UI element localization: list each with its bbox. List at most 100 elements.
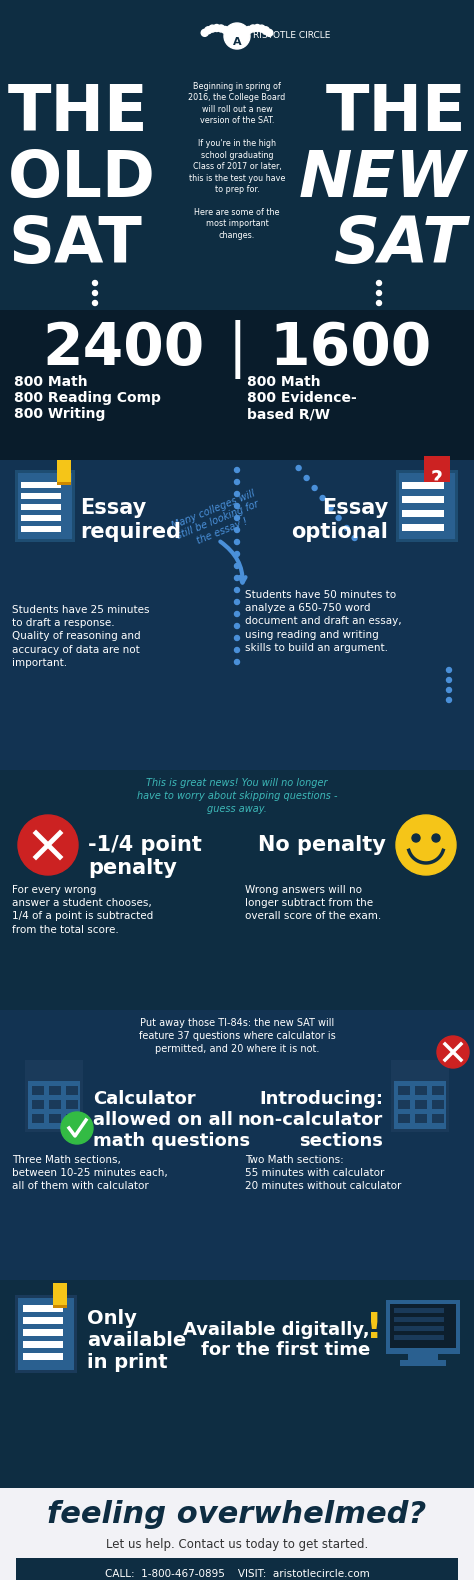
Circle shape	[242, 28, 249, 36]
Text: -1/4 point
penalty: -1/4 point penalty	[88, 834, 202, 878]
Circle shape	[235, 624, 239, 629]
Circle shape	[246, 27, 252, 33]
Circle shape	[235, 575, 239, 580]
Text: Available digitally,
for the first time: Available digitally, for the first time	[183, 1321, 370, 1359]
Text: feeling overwhelmed?: feeling overwhelmed?	[47, 1499, 427, 1529]
FancyBboxPatch shape	[21, 515, 61, 521]
FancyBboxPatch shape	[18, 1299, 74, 1370]
Circle shape	[320, 496, 325, 501]
Circle shape	[235, 479, 239, 485]
Circle shape	[225, 28, 232, 36]
FancyBboxPatch shape	[23, 1352, 63, 1360]
Text: CALL:  1-800-467-0895    VISIT:  aristotlecircle.com: CALL: 1-800-467-0895 VISIT: aristotlecir…	[105, 1569, 369, 1578]
Text: |: |	[227, 321, 247, 379]
Text: Two Math sections:
55 minutes with calculator
20 minutes without calculator: Two Math sections: 55 minutes with calcu…	[245, 1155, 401, 1191]
FancyBboxPatch shape	[0, 1280, 474, 1490]
FancyBboxPatch shape	[390, 1304, 456, 1348]
FancyBboxPatch shape	[432, 1100, 444, 1109]
FancyBboxPatch shape	[415, 1114, 427, 1123]
Circle shape	[447, 697, 452, 703]
Circle shape	[235, 648, 239, 653]
FancyBboxPatch shape	[21, 504, 61, 510]
Circle shape	[92, 291, 98, 295]
Text: SAT: SAT	[333, 213, 466, 276]
Circle shape	[235, 635, 239, 640]
Text: Wrong answers will no
longer subtract from the
overall score of the exam.: Wrong answers will no longer subtract fr…	[245, 885, 381, 921]
Circle shape	[239, 32, 246, 40]
Text: OLD: OLD	[8, 149, 156, 210]
FancyBboxPatch shape	[32, 1085, 44, 1095]
Circle shape	[396, 815, 456, 875]
Circle shape	[412, 834, 420, 842]
FancyBboxPatch shape	[394, 1318, 444, 1322]
FancyBboxPatch shape	[415, 1085, 427, 1095]
FancyBboxPatch shape	[23, 1305, 63, 1311]
FancyBboxPatch shape	[18, 472, 72, 539]
Text: A: A	[233, 36, 241, 47]
Circle shape	[336, 515, 341, 520]
FancyBboxPatch shape	[432, 1114, 444, 1123]
Text: SAT: SAT	[8, 213, 142, 276]
Text: Students have 25 minutes
to draft a response.
Quality of reasoning and
accuracy : Students have 25 minutes to draft a resp…	[12, 605, 149, 668]
FancyBboxPatch shape	[25, 1060, 83, 1131]
FancyBboxPatch shape	[32, 1100, 44, 1109]
FancyBboxPatch shape	[66, 1085, 78, 1095]
FancyBboxPatch shape	[66, 1100, 78, 1109]
FancyBboxPatch shape	[0, 310, 474, 460]
FancyBboxPatch shape	[57, 482, 71, 485]
Text: This is great news! You will no longer
have to worry about skipping questions -
: This is great news! You will no longer h…	[137, 777, 337, 814]
Circle shape	[262, 27, 269, 33]
FancyBboxPatch shape	[21, 526, 61, 532]
Circle shape	[235, 599, 239, 605]
FancyBboxPatch shape	[28, 1063, 80, 1130]
FancyBboxPatch shape	[424, 457, 450, 482]
Circle shape	[447, 678, 452, 683]
Text: RISTOTLE CIRCLE: RISTOTLE CIRCLE	[253, 32, 330, 41]
FancyBboxPatch shape	[394, 1063, 446, 1081]
Text: NEW: NEW	[298, 149, 466, 210]
Text: Students have 50 minutes to
analyze a 650-750 word
document and draft an essay,
: Students have 50 minutes to analyze a 65…	[245, 589, 401, 653]
Circle shape	[249, 25, 256, 32]
Circle shape	[376, 300, 382, 305]
FancyBboxPatch shape	[0, 769, 474, 1010]
FancyBboxPatch shape	[432, 1085, 444, 1095]
FancyBboxPatch shape	[0, 0, 474, 310]
Circle shape	[235, 539, 239, 545]
FancyBboxPatch shape	[402, 482, 444, 488]
FancyBboxPatch shape	[32, 1114, 44, 1123]
Text: !: !	[366, 1311, 382, 1345]
FancyBboxPatch shape	[15, 469, 75, 542]
FancyBboxPatch shape	[402, 525, 444, 531]
FancyBboxPatch shape	[23, 1318, 63, 1324]
FancyBboxPatch shape	[402, 510, 444, 517]
Text: 1600: 1600	[270, 321, 432, 378]
Circle shape	[235, 611, 239, 616]
Circle shape	[376, 281, 382, 286]
Circle shape	[201, 30, 208, 36]
Circle shape	[222, 27, 228, 33]
FancyBboxPatch shape	[23, 1341, 63, 1348]
FancyBboxPatch shape	[49, 1085, 61, 1095]
Text: Beginning in spring of
2016, the College Board
will roll out a new
version of th: Beginning in spring of 2016, the College…	[188, 82, 286, 240]
Circle shape	[447, 667, 452, 673]
Circle shape	[235, 468, 239, 472]
Text: THE: THE	[325, 82, 466, 144]
Circle shape	[92, 300, 98, 305]
FancyBboxPatch shape	[394, 1335, 444, 1340]
Circle shape	[224, 24, 250, 49]
FancyBboxPatch shape	[66, 1114, 78, 1123]
FancyBboxPatch shape	[0, 1488, 474, 1580]
FancyBboxPatch shape	[53, 1305, 67, 1308]
Text: For every wrong
answer a student chooses,
1/4 of a point is subtracted
from the : For every wrong answer a student chooses…	[12, 885, 153, 935]
Circle shape	[235, 504, 239, 509]
Text: 800 Math
800 Reading Comp
800 Writing: 800 Math 800 Reading Comp 800 Writing	[14, 374, 161, 422]
Text: Only
available
in print: Only available in print	[87, 1308, 186, 1371]
FancyBboxPatch shape	[402, 496, 444, 502]
Circle shape	[61, 1112, 93, 1144]
Text: Put away those TI-84s: the new SAT will
feature 37 questions where calculator is: Put away those TI-84s: the new SAT will …	[138, 1018, 336, 1054]
Circle shape	[352, 536, 357, 540]
FancyBboxPatch shape	[408, 1354, 438, 1360]
Circle shape	[228, 32, 235, 40]
FancyBboxPatch shape	[400, 1360, 446, 1367]
FancyBboxPatch shape	[15, 1296, 77, 1373]
